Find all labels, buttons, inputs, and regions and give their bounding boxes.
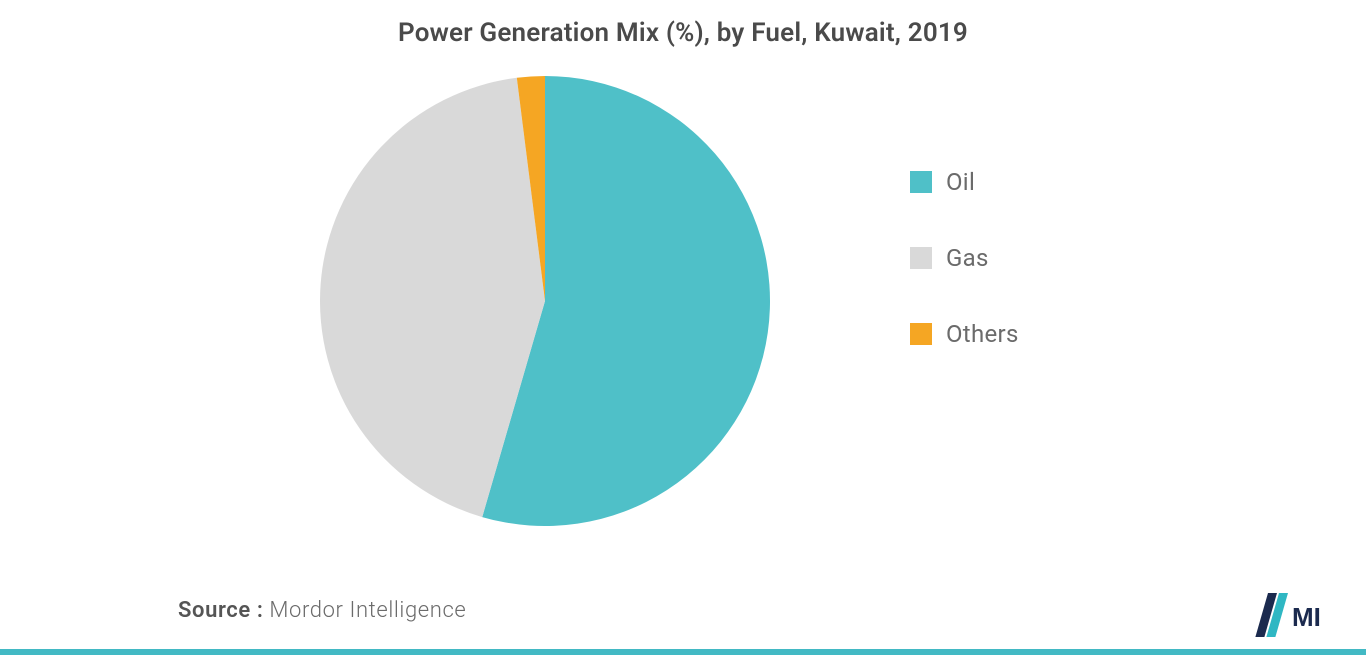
- brand-logo-svg: MI: [1252, 593, 1326, 637]
- legend-item-oil: Oil: [910, 168, 1019, 196]
- legend-item-gas: Gas: [910, 244, 1019, 272]
- chart-title: Power Generation Mix (%), by Fuel, Kuwai…: [0, 0, 1366, 48]
- source-value: Mordor Intelligence: [263, 598, 466, 623]
- bottom-accent-bar: [0, 649, 1366, 655]
- logo-text: MI: [1292, 602, 1321, 632]
- pie-chart: [320, 76, 770, 530]
- legend-label-oil: Oil: [946, 168, 975, 196]
- source-line: Source : Mordor Intelligence: [178, 598, 466, 623]
- legend: Oil Gas Others: [910, 168, 1019, 348]
- legend-swatch-oil: [910, 171, 932, 193]
- pie-svg: [320, 76, 770, 526]
- legend-label-gas: Gas: [946, 244, 989, 272]
- source-label: Source :: [178, 598, 263, 623]
- chart-body: Oil Gas Others: [0, 48, 1366, 568]
- brand-logo: MI: [1252, 593, 1326, 637]
- legend-item-others: Others: [910, 320, 1019, 348]
- legend-label-others: Others: [946, 320, 1019, 348]
- legend-swatch-gas: [910, 247, 932, 269]
- legend-swatch-others: [910, 323, 932, 345]
